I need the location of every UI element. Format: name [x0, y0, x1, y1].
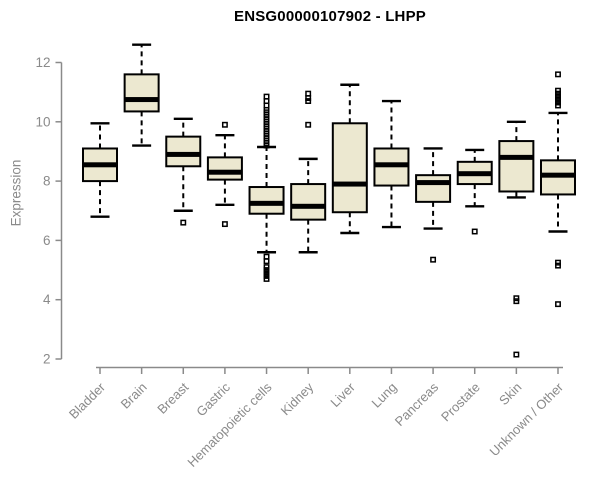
box — [165, 135, 202, 168]
outlier-point — [430, 256, 437, 263]
outlier-point — [263, 264, 270, 271]
outlier-point — [555, 301, 561, 308]
box-group-lung — [373, 99, 410, 229]
outlier-point — [471, 228, 478, 235]
median-line — [166, 151, 201, 157]
median-line — [499, 154, 534, 160]
y-tick-label: 4 — [43, 292, 51, 307]
box — [331, 122, 368, 214]
median-line — [291, 203, 326, 209]
box-group-unknown-other — [539, 71, 576, 308]
median-line — [540, 172, 575, 178]
outlier-point — [263, 275, 270, 282]
outlier-point — [555, 93, 561, 100]
y-tick-label: 2 — [43, 352, 51, 367]
median-line — [207, 169, 242, 175]
outlier-point — [555, 259, 561, 266]
outlier-point — [555, 90, 561, 97]
outlier-point — [555, 96, 561, 103]
box-group-pancreas — [415, 147, 452, 263]
median-line — [374, 162, 409, 168]
outlier-point — [555, 71, 561, 78]
outlier-point — [263, 142, 270, 149]
median-line — [124, 97, 159, 103]
box-group-hematopoietic-cells — [248, 93, 285, 282]
box — [498, 140, 535, 193]
x-tick-label-breast: Breast — [154, 379, 191, 416]
x-tick-label-liver: Liver — [327, 379, 358, 410]
box — [415, 174, 452, 203]
median-line — [249, 200, 284, 206]
outlier-point — [305, 95, 312, 102]
outlier-point — [513, 298, 520, 305]
outlier-point — [180, 219, 187, 226]
box-group-skin — [498, 120, 535, 358]
outlier-point — [221, 121, 228, 128]
x-tick-label-brain: Brain — [118, 380, 150, 412]
box-group-kidney — [290, 90, 327, 254]
outlier-point — [555, 262, 561, 269]
x-tick-label-pancreas: Pancreas — [392, 379, 442, 429]
x-tick-label-prostate: Prostate — [438, 380, 483, 425]
x-tick-label-bladder: Bladder — [66, 379, 109, 422]
box — [206, 156, 243, 181]
y-tick-label: 6 — [43, 233, 51, 248]
x-tick-label-unknown-other: Unknown / Other — [487, 379, 567, 459]
x-tick-label-gastric: Gastric — [193, 379, 233, 419]
box — [123, 73, 160, 113]
median-line — [332, 181, 367, 187]
outlier-point — [263, 258, 270, 265]
outlier-point — [555, 102, 561, 109]
median-line — [83, 162, 117, 168]
y-tick-label: 12 — [35, 55, 50, 70]
box-group-liver — [331, 83, 368, 235]
outlier-point — [263, 267, 270, 274]
outlier-point — [263, 273, 270, 279]
outlier-point — [263, 270, 270, 276]
median-line — [416, 180, 451, 186]
box-group-brain — [123, 43, 160, 147]
box — [290, 183, 327, 221]
outlier-point — [555, 87, 561, 94]
outlier-point — [305, 98, 312, 104]
x-tick-label-skin: Skin — [496, 380, 524, 408]
outlier-point — [305, 121, 312, 128]
outlier-point — [513, 351, 520, 358]
box-group-gastric — [206, 121, 243, 228]
x-tick-label-lung: Lung — [369, 380, 400, 411]
box-group-breast — [165, 117, 202, 226]
y-tick-label: 8 — [43, 174, 51, 189]
median-line — [457, 171, 492, 177]
y-tick-label: 10 — [35, 114, 50, 129]
outlier-point — [513, 295, 520, 302]
box — [248, 186, 285, 215]
outlier-point — [221, 221, 228, 228]
outlier-point — [555, 99, 561, 106]
x-tick-label-kidney: Kidney — [278, 379, 317, 418]
box-group-prostate — [456, 148, 493, 235]
chart-title: ENSG00000107902 - LHPP — [233, 8, 426, 25]
box-group-bladder — [82, 122, 118, 218]
